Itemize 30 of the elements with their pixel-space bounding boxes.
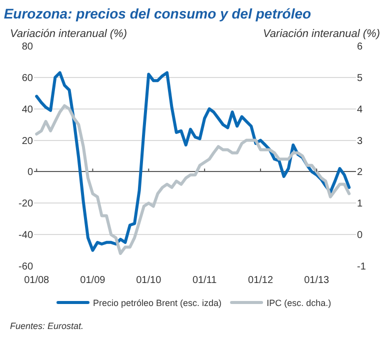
legend-label: IPC (esc. dcha.) [266,298,332,308]
y-tick-label: -20 [18,198,34,210]
x-tick-label: 01/13 [304,275,330,286]
x-tick-label: 01/11 [192,275,218,286]
legend-label: Precio petróleo Brent (esc. izda) [93,298,222,308]
x-tick-label: 01/10 [136,275,162,286]
y-tick-label: -40 [18,230,34,242]
y2-axis-title: Variación interanual (%) [263,28,380,40]
y2-tick-label: 2 [357,167,363,178]
source-note: Fuentes: Eurostat. [10,321,84,331]
y-tick-label: 20 [22,136,34,147]
y2-tick-label: 4 [357,104,363,116]
y2-tick-label: 5 [357,72,363,84]
line-series [35,104,351,255]
y2-tick-label: 3 [357,136,363,147]
y2-tick-label: 1 [357,198,363,210]
x-tick-label: 01/08 [24,275,50,286]
y-tick-label: 40 [22,104,34,116]
chart-title: Eurozona: precios del consumo y del petróleo [4,5,312,22]
y-tick-label: 60 [22,72,34,84]
x-tick-label: 01/09 [80,275,106,286]
y-tick-label: 80 [22,42,34,52]
y2-tick-label: -1 [357,262,366,272]
x-tick-label: 01/12 [248,275,274,286]
y-tick-label: 0 [27,167,34,178]
y2-tick-label: 6 [357,42,363,52]
y-tick-label: -60 [18,262,34,272]
y-axis-title: Variación interanual (%) [10,28,128,40]
line-series [35,71,351,252]
y2-tick-label: 0 [357,230,363,242]
